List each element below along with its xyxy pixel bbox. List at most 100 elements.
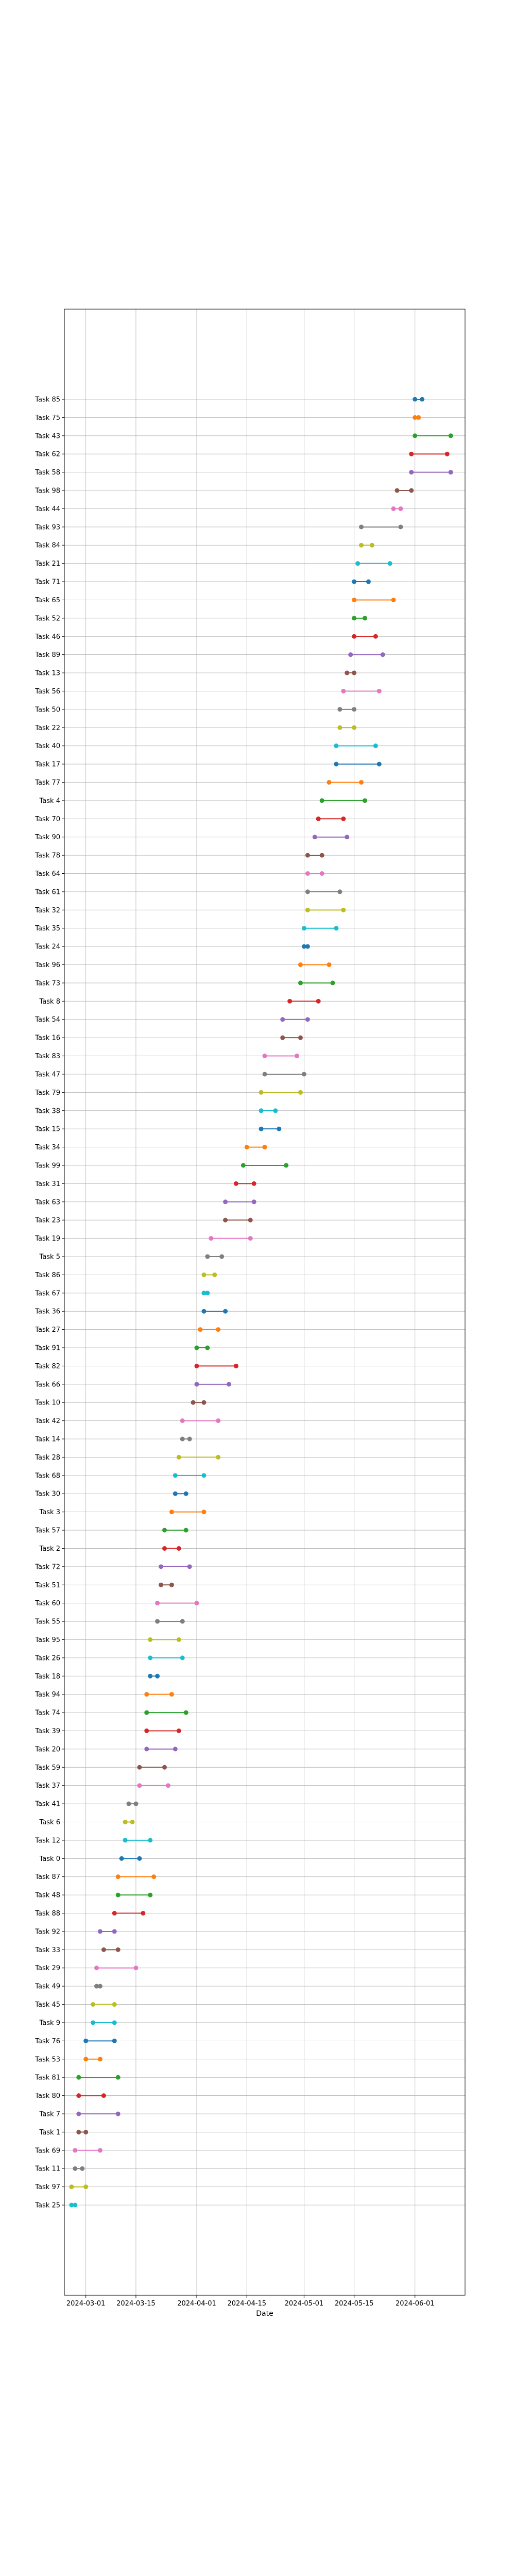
task-start-point <box>201 1291 207 1296</box>
task-end-point <box>219 1254 225 1259</box>
task-start-point <box>259 1108 264 1113</box>
task-start-point <box>327 779 332 785</box>
task-end-point <box>141 1911 146 1916</box>
task-end-point <box>133 1801 139 1806</box>
task-end-point <box>162 1765 167 1770</box>
y-tick-label: Task 16 <box>35 1035 60 1042</box>
task-start-point <box>173 1473 178 1478</box>
task-start-point <box>316 816 321 821</box>
task-start-point <box>209 1236 214 1241</box>
y-tick-label: Task 73 <box>35 979 60 987</box>
task-end-point <box>115 1947 121 1952</box>
y-tick-label: Task 93 <box>35 523 60 531</box>
y-tick-label: Task 13 <box>35 670 60 677</box>
y-tick-label: Task 87 <box>35 1873 60 1881</box>
y-tick-label: Task 20 <box>35 1745 60 1753</box>
y-tick-label: Task 74 <box>35 1709 60 1717</box>
y-tick-label: Task 79 <box>35 1089 60 1097</box>
y-tick-label: Task 51 <box>35 1582 60 1589</box>
y-tick-label: Task 92 <box>35 1928 60 1936</box>
y-tick-label: Task 19 <box>35 1235 60 1243</box>
y-tick-label: Task 29 <box>35 1964 60 1972</box>
task-start-point <box>413 397 418 402</box>
y-tick-label: Task 15 <box>35 1126 60 1133</box>
y-tick-label: Task 53 <box>35 2056 60 2063</box>
task-start-point <box>76 2129 81 2134</box>
task-end-point <box>205 1291 210 1296</box>
task-end-point <box>201 1400 207 1405</box>
task-start-point <box>148 1655 153 1660</box>
task-end-point <box>363 798 367 803</box>
task-end-point <box>137 1856 142 1861</box>
y-tick-label: Task 54 <box>35 1016 60 1024</box>
task-end-point <box>327 962 332 968</box>
task-end-point <box>97 2148 102 2153</box>
task-start-point <box>194 1363 199 1368</box>
task-start-point <box>119 1856 124 1861</box>
task-end-point <box>83 2184 89 2190</box>
task-start-point <box>301 944 306 949</box>
task-end-point <box>341 907 346 912</box>
task-end-point <box>176 1728 181 1733</box>
y-tick-label: Task 28 <box>35 1454 60 1462</box>
task-start-point <box>144 1728 149 1733</box>
y-tick-label: Task 57 <box>35 1527 60 1535</box>
task-end-point <box>169 1692 174 1697</box>
task-start-point <box>76 2093 81 2098</box>
task-start-point <box>144 1692 149 1697</box>
task-start-point <box>305 907 310 912</box>
y-tick-label: Task 85 <box>35 396 60 404</box>
task-start-point <box>298 962 303 968</box>
task-end-point <box>112 1929 117 1934</box>
y-tick-label: Task 26 <box>35 1654 60 1662</box>
x-tick-label: 2024-03-01 <box>66 2300 106 2308</box>
task-end-point <box>376 761 382 767</box>
task-start-point <box>76 2075 81 2080</box>
task-start-point <box>194 1382 199 1387</box>
y-tick-label: Task 72 <box>35 1563 60 1571</box>
task-end-point <box>97 1984 102 1989</box>
task-start-point <box>201 1272 207 1277</box>
task-end-point <box>305 1017 310 1022</box>
y-tick-label: Task 64 <box>35 870 60 878</box>
task-start-point <box>305 853 310 858</box>
task-start-point <box>194 1345 199 1350</box>
y-tick-label: Task 70 <box>35 816 60 823</box>
y-tick-label: Task 44 <box>35 505 60 513</box>
task-end-point <box>205 1345 210 1350</box>
y-tick-label: Task 69 <box>35 2147 60 2155</box>
task-start-point <box>126 1801 131 1806</box>
y-axis-ticks: Task 85 Task 75 Task 43 Task 62 Task 58 Task … <box>35 396 64 2210</box>
task-start-point <box>180 1436 185 1442</box>
task-end-point <box>319 871 324 876</box>
task-start-point <box>345 670 350 675</box>
x-tick-label: 2024-06-01 <box>396 2300 435 2308</box>
y-tick-label: Task 71 <box>35 579 60 586</box>
x-tick-label: 2024-05-01 <box>285 2300 324 2308</box>
dumbbell-bars <box>69 397 453 2208</box>
task-start-point <box>201 1309 207 1314</box>
task-start-point <box>115 1892 121 1897</box>
task-start-point <box>176 1454 181 1460</box>
y-tick-label: Task 82 <box>35 1363 60 1370</box>
task-start-point <box>115 1874 121 1879</box>
task-end-point <box>187 1436 192 1442</box>
y-tick-label: Task 8 <box>39 998 60 1006</box>
task-start-point <box>69 2184 74 2190</box>
y-tick-label: Task 94 <box>35 1691 60 1699</box>
task-end-point <box>373 634 378 639</box>
task-start-point <box>155 1619 160 1624</box>
task-start-point <box>144 1710 149 1715</box>
task-end-point <box>334 926 339 931</box>
task-end-point <box>398 524 403 530</box>
task-end-point <box>223 1309 228 1314</box>
task-end-point <box>180 1655 185 1660</box>
task-start-point <box>334 743 339 749</box>
y-tick-label: Task 89 <box>35 651 60 659</box>
y-tick-label: Task 86 <box>35 1272 60 1279</box>
y-tick-label: Task 49 <box>35 1983 60 1991</box>
task-end-point <box>151 1874 157 1879</box>
y-tick-label: Task 17 <box>35 761 60 769</box>
task-start-point <box>298 980 303 986</box>
